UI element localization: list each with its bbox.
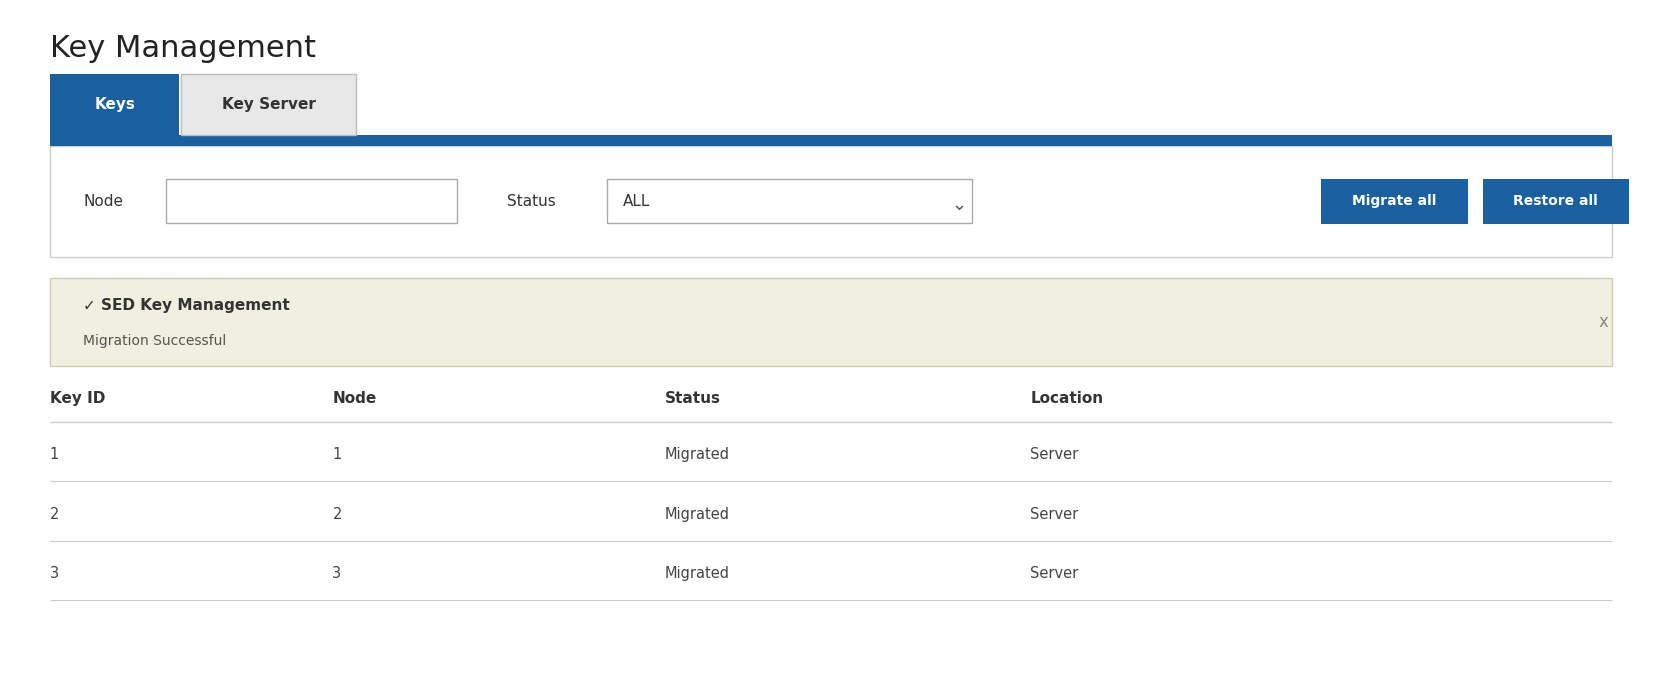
Text: Key Server: Key Server [223,97,316,112]
Text: 1: 1 [50,447,60,462]
FancyBboxPatch shape [181,74,356,135]
FancyBboxPatch shape [166,179,457,223]
Text: ✓ SED Key Management: ✓ SED Key Management [83,299,289,313]
Text: Status: Status [665,391,721,406]
Text: Server: Server [1030,447,1079,462]
Text: Migrate all: Migrate all [1353,194,1436,209]
FancyBboxPatch shape [1483,179,1629,223]
Text: Node: Node [332,391,377,406]
FancyBboxPatch shape [50,74,179,135]
Text: 1: 1 [332,447,342,462]
Text: 3: 3 [50,566,58,581]
Text: Migrated: Migrated [665,566,730,581]
Text: Server: Server [1030,566,1079,581]
Text: x: x [1599,313,1609,330]
Text: 2: 2 [50,506,60,521]
Text: ⌄: ⌄ [951,196,967,214]
Text: Key Management: Key Management [50,34,316,63]
Text: Node: Node [83,194,123,209]
Text: Key ID: Key ID [50,391,105,406]
Text: ALL: ALL [623,194,650,209]
FancyBboxPatch shape [607,179,972,223]
Text: Status: Status [507,194,555,209]
Text: 3: 3 [332,566,341,581]
Text: 2: 2 [332,506,342,521]
Text: Migrated: Migrated [665,506,730,521]
FancyBboxPatch shape [1321,179,1468,223]
Bar [50,135,1612,146]
Text: Keys: Keys [95,97,135,112]
Text: Location: Location [1030,391,1104,406]
Text: Restore all: Restore all [1514,194,1597,209]
Text: Server: Server [1030,506,1079,521]
Text: Migration Successful: Migration Successful [83,334,226,348]
FancyBboxPatch shape [50,146,1612,257]
Text: Migrated: Migrated [665,447,730,462]
FancyBboxPatch shape [50,278,1612,366]
